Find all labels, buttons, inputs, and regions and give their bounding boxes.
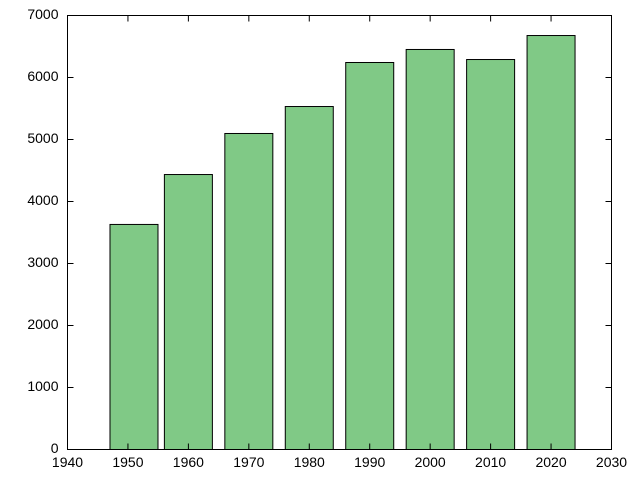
- x-tick-label: 2030: [596, 454, 627, 470]
- y-tick-label: 3000: [27, 254, 58, 270]
- plot-border: [67, 15, 612, 450]
- bar: [163, 174, 213, 450]
- x-tick-label: 1960: [173, 454, 204, 470]
- x-tick-label: 1940: [52, 454, 83, 470]
- y-tick-label: 7000: [27, 6, 58, 22]
- bar: [526, 35, 576, 450]
- bar: [224, 132, 274, 450]
- x-tick-label: 1950: [112, 454, 143, 470]
- x-tick-label: 1970: [233, 454, 264, 470]
- y-tick-label: 4000: [27, 192, 58, 208]
- bar: [284, 106, 334, 451]
- y-tick-label: 1000: [27, 378, 58, 394]
- x-tick-label: 2020: [535, 454, 566, 470]
- y-tick-label: 2000: [27, 316, 58, 332]
- y-tick-label: 6000: [27, 68, 58, 84]
- bar: [466, 59, 516, 451]
- x-tick-label: 1990: [354, 454, 385, 470]
- y-tick-label: 0: [51, 440, 59, 456]
- x-tick-label: 2000: [415, 454, 446, 470]
- bar: [109, 223, 159, 450]
- bar: [345, 61, 395, 450]
- x-tick-label: 1980: [294, 454, 325, 470]
- bar: [405, 48, 455, 450]
- x-tick-label: 2010: [475, 454, 506, 470]
- y-tick-label: 5000: [27, 130, 58, 146]
